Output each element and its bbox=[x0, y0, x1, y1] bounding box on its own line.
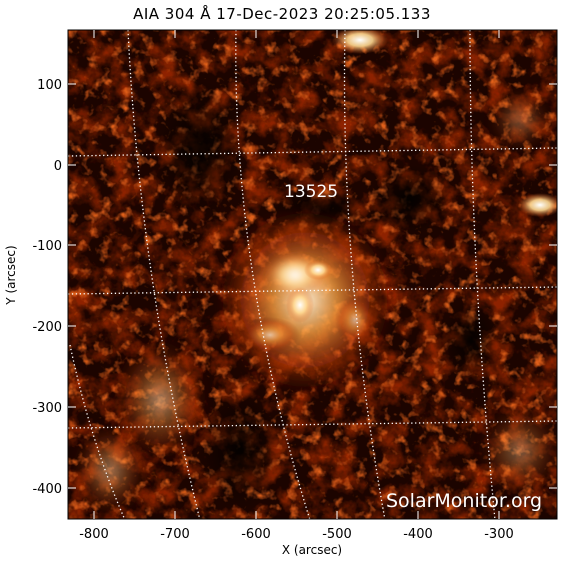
active-region-label: 13525 bbox=[284, 182, 338, 202]
x-tick-label: -800 bbox=[79, 527, 109, 542]
plot-title: AIA 304 Å 17-Dec-2023 20:25:05.133 bbox=[133, 5, 431, 23]
y-tick-label: -400 bbox=[32, 482, 62, 497]
y-tick-label: 100 bbox=[37, 78, 62, 93]
plot-frame bbox=[67, 29, 558, 520]
x-tick-label: -600 bbox=[241, 527, 271, 542]
axis-ticks: -800 -700 -600 -500 -400 -300 100 0 -100… bbox=[32, 30, 557, 542]
watermark: SolarMonitor.org bbox=[386, 490, 542, 512]
x-tick-label: -500 bbox=[322, 527, 352, 542]
y-axis-label: Y (arcsec) bbox=[4, 245, 18, 305]
x-tick-label: -400 bbox=[403, 527, 433, 542]
x-tick-label: -700 bbox=[160, 527, 190, 542]
x-tick-label: -300 bbox=[484, 527, 514, 542]
y-tick-label: -200 bbox=[32, 320, 62, 335]
x-axis-label: X (arcsec) bbox=[282, 543, 342, 557]
y-tick-label: -300 bbox=[32, 401, 62, 416]
solar-image: 13525 SolarMonitor.org bbox=[68, 30, 557, 519]
heliographic-grid bbox=[68, 30, 557, 519]
y-tick-label: -100 bbox=[32, 239, 62, 254]
y-tick-label: 0 bbox=[54, 159, 62, 174]
